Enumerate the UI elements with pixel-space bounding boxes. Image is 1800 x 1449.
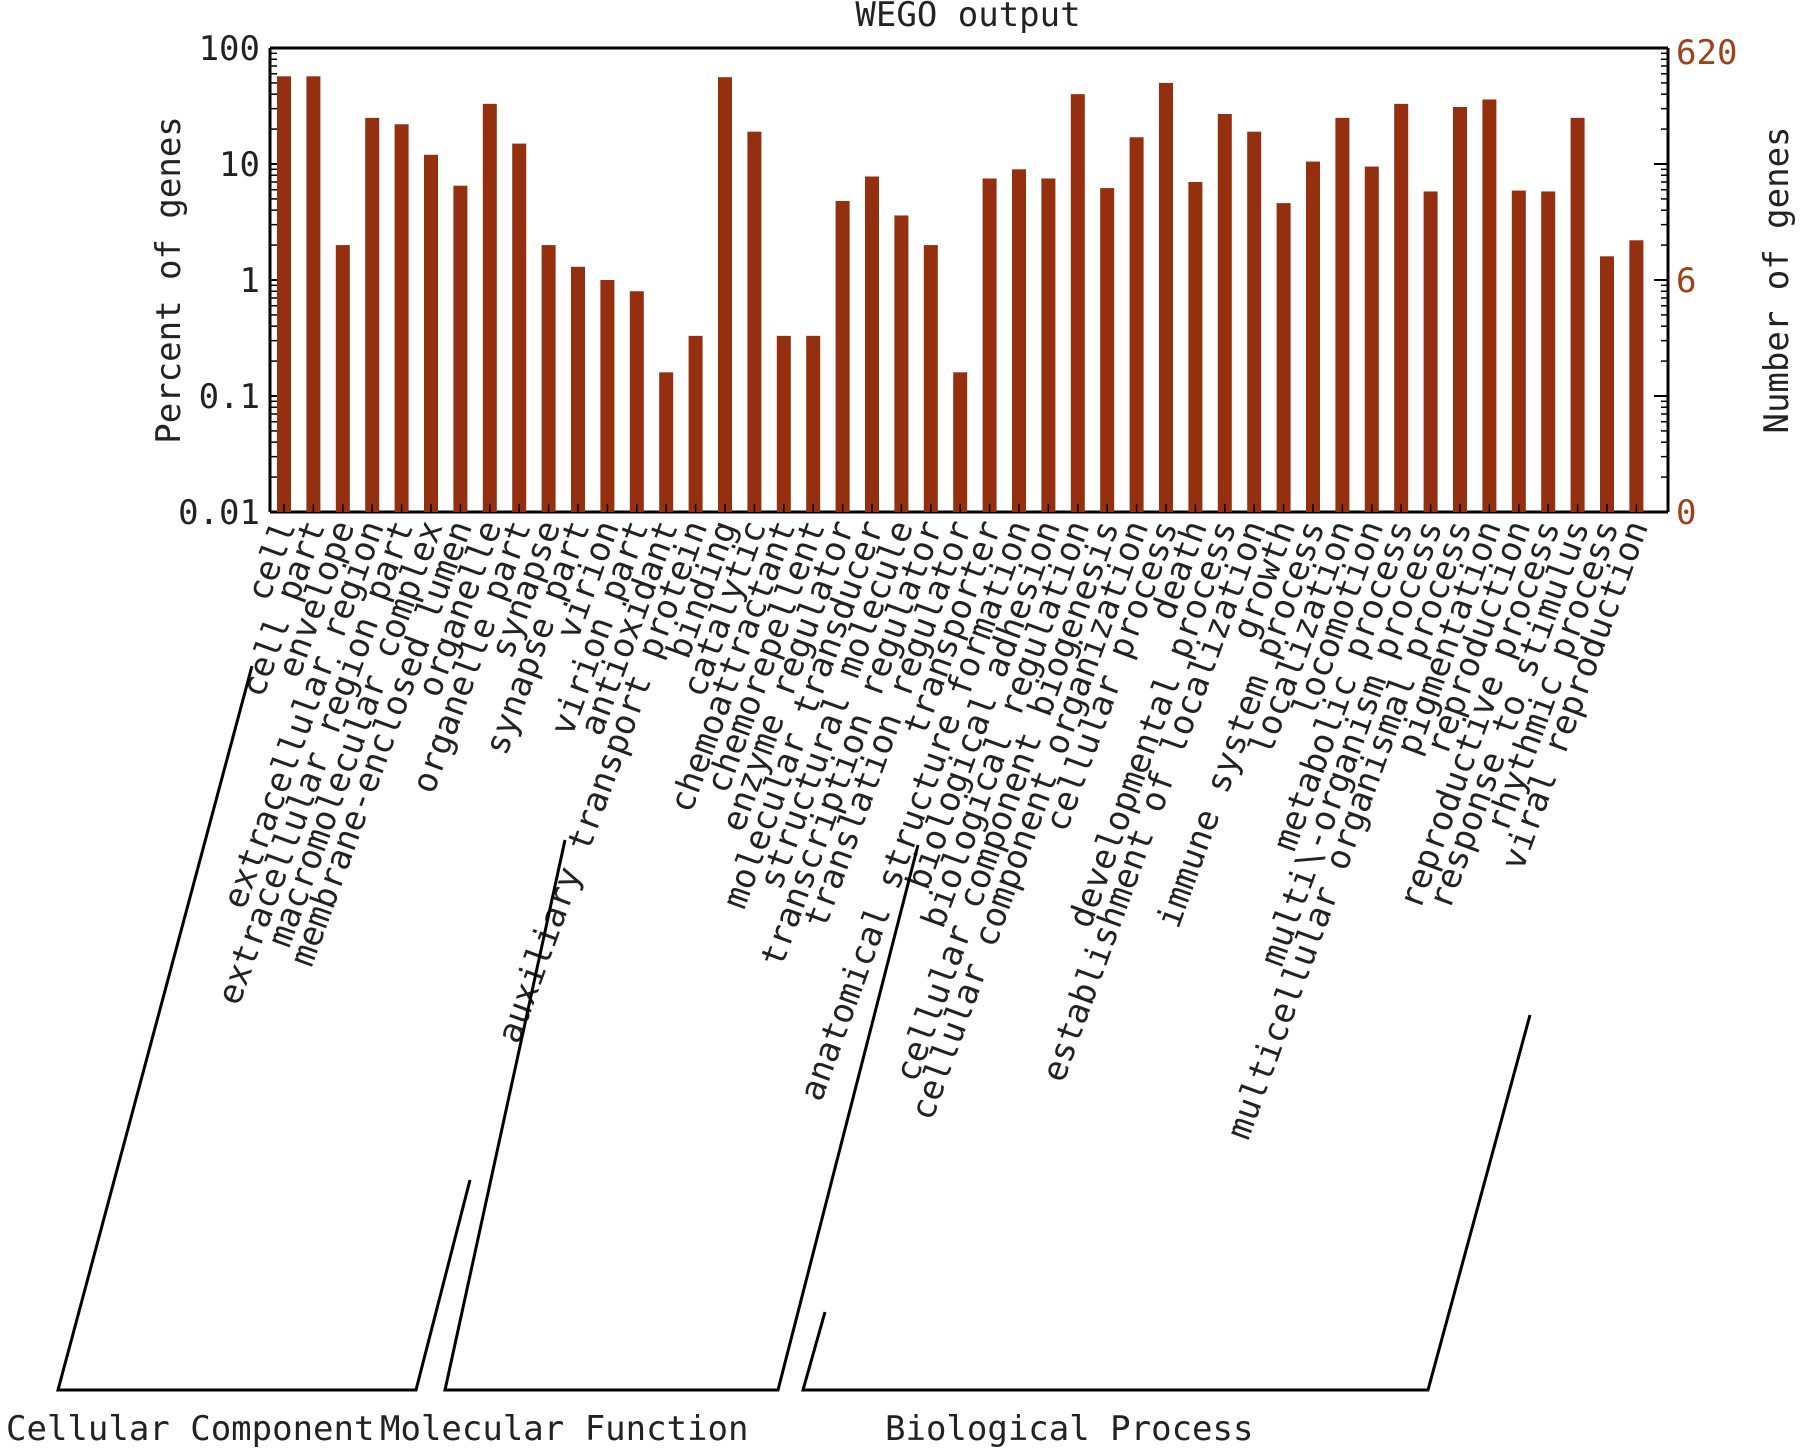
bar [424, 154, 438, 512]
bar [865, 176, 879, 512]
bar [1247, 131, 1262, 512]
group-bracket [443, 839, 920, 1392]
bar [1159, 82, 1173, 512]
bar [835, 200, 850, 512]
bar [747, 131, 762, 512]
bar [453, 185, 468, 512]
bar [1217, 113, 1232, 513]
bar [1629, 240, 1644, 512]
bar [1335, 117, 1350, 512]
bar [982, 178, 997, 512]
bar [1541, 191, 1556, 512]
bar [629, 291, 644, 512]
bar [365, 117, 380, 512]
group-label: Molecular Function [380, 1409, 748, 1449]
bar [482, 103, 497, 512]
bar [1570, 117, 1585, 512]
bar [1070, 94, 1085, 512]
bar [1129, 137, 1144, 512]
left-tick-label: 0.01 [178, 493, 260, 533]
bar [1511, 190, 1526, 512]
bar [776, 335, 791, 512]
left-tick-label: 1 [240, 261, 260, 301]
left-tick-label: 0.1 [199, 377, 260, 417]
bar [1276, 203, 1291, 512]
plot-area: WEGO output 100 10 1 0.1 0.01 620 6 0 Percent of … [149, 0, 1797, 533]
bar [1364, 166, 1379, 513]
bar [718, 77, 732, 512]
group-label: Biological Process [885, 1409, 1253, 1449]
left-tick-label: 10 [219, 145, 260, 185]
bar [1394, 103, 1409, 512]
group-bracket [801, 1014, 1532, 1392]
chart-title: WEGO output [855, 0, 1080, 35]
left-tick-label: 100 [199, 29, 260, 69]
right-tick-label: 6 [1676, 261, 1696, 301]
bar [600, 280, 615, 512]
bar [277, 76, 291, 513]
bar [571, 266, 585, 512]
right-axis-title: Number of genes [1757, 126, 1797, 433]
group-label: Cellular Component [6, 1409, 374, 1449]
category-groups: Cellular Component Molecular Function Biol… [6, 665, 1532, 1449]
bar [1600, 256, 1614, 512]
bar [688, 335, 703, 512]
bar [1306, 161, 1320, 512]
bar [394, 124, 409, 513]
bar [923, 245, 938, 513]
bar [541, 245, 556, 513]
bar [1482, 99, 1497, 513]
bar [894, 215, 909, 512]
group-bracket [56, 665, 472, 1392]
right-tick-label: 620 [1676, 33, 1737, 73]
bar [1453, 107, 1467, 512]
bar [659, 372, 674, 512]
bar [806, 335, 821, 512]
bar [512, 143, 527, 512]
bar [1188, 181, 1203, 512]
right-tick-label: 0 [1676, 493, 1696, 533]
bar [306, 76, 321, 513]
bar [953, 372, 968, 512]
bar [1423, 191, 1438, 512]
bar [1041, 178, 1056, 512]
left-axis-title: Percent of genes [149, 116, 189, 444]
bar [335, 245, 350, 513]
bar [1100, 188, 1115, 512]
bar [1012, 169, 1026, 512]
